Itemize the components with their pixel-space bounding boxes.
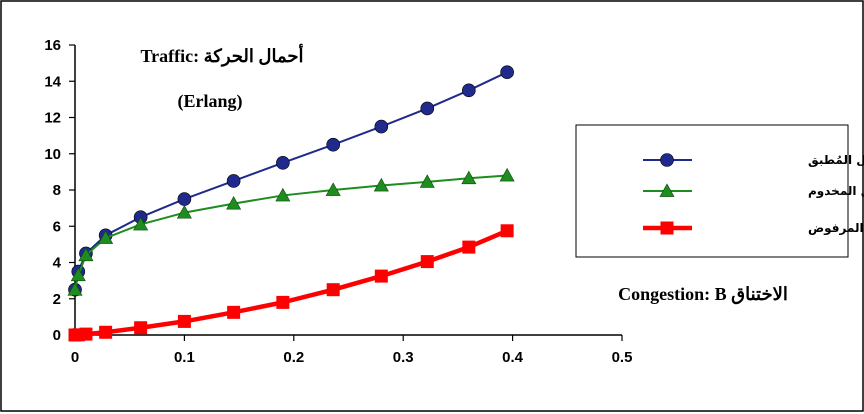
- data-point: [462, 240, 476, 254]
- y-tick-label: 2: [53, 291, 61, 308]
- data-point: [78, 247, 94, 262]
- data-point: [79, 327, 93, 341]
- chart-title-line1: Traffic: أحمال الحركة: [141, 44, 304, 67]
- data-point: [226, 195, 242, 210]
- legend-label: الحمل المرفوض: [808, 221, 864, 236]
- data-point: [276, 295, 290, 309]
- data-point: [419, 174, 435, 188]
- legend-item: الحمل المُطبق: [643, 153, 864, 167]
- legend-label: الحمل المخدوم: [808, 184, 864, 199]
- legend-item: الحمل المرفوض: [643, 221, 864, 236]
- legend-box: [575, 124, 849, 258]
- legend-marker: [660, 221, 674, 235]
- data-point: [226, 174, 241, 188]
- data-point: [177, 314, 191, 328]
- x-tick-label: 0.1: [174, 349, 195, 366]
- data-point: [98, 230, 114, 244]
- series-triangle: [67, 167, 515, 296]
- y-tick-label: 0: [53, 327, 61, 344]
- chart-title-line2: (Erlang): [178, 91, 243, 112]
- data-point: [276, 156, 290, 170]
- data-point: [99, 325, 113, 339]
- y-tick-label: 14: [44, 73, 61, 90]
- y-tick-label: 6: [53, 218, 61, 235]
- data-point: [133, 216, 149, 231]
- series: [67, 65, 515, 342]
- y-tick-label: 4: [53, 255, 62, 272]
- y-tick-label: 12: [44, 110, 61, 127]
- x-tick-label: 0.3: [393, 349, 414, 366]
- x-tick-label: 0: [71, 349, 79, 366]
- data-point: [500, 224, 514, 238]
- y-tick-label: 16: [44, 37, 61, 54]
- data-point: [326, 137, 340, 152]
- data-point: [227, 305, 241, 319]
- data-point: [374, 119, 389, 134]
- data-point: [461, 170, 477, 185]
- legend-marker: [660, 153, 674, 167]
- legend: الحمل المُطبق الحمل المخدوم الحمل المرفوض: [575, 124, 864, 258]
- data-point: [374, 269, 388, 283]
- data-point: [420, 255, 434, 269]
- data-point: [177, 192, 192, 206]
- y-tick-label: 8: [53, 182, 61, 199]
- data-point: [275, 187, 291, 202]
- x-axis-label: Congestion: B الاختناق: [618, 284, 788, 305]
- data-point: [373, 177, 389, 192]
- x-tick-label: 0.2: [283, 349, 304, 366]
- legend-marker: [659, 183, 675, 197]
- x-tick-label: 0.5: [612, 349, 633, 366]
- ticks: 0 2 4 6 8 10 12 14 16 0 0.1 0.2 0.3 0.4 0.5: [44, 37, 632, 366]
- data-point: [134, 321, 148, 335]
- data-point: [462, 83, 476, 98]
- data-point: [420, 101, 435, 116]
- legend-item: الحمل المخدوم: [643, 183, 864, 199]
- data-point: [499, 167, 515, 182]
- series-square: [68, 224, 514, 342]
- y-tick-label: 10: [44, 146, 61, 163]
- data-point: [326, 283, 340, 297]
- data-point: [176, 205, 192, 219]
- x-tick-label: 0.4: [502, 349, 524, 366]
- data-point: [70, 267, 86, 282]
- data-point: [67, 282, 83, 296]
- legend-label: الحمل المُطبق: [808, 153, 864, 167]
- data-point: [500, 65, 514, 79]
- data-point: [325, 182, 341, 196]
